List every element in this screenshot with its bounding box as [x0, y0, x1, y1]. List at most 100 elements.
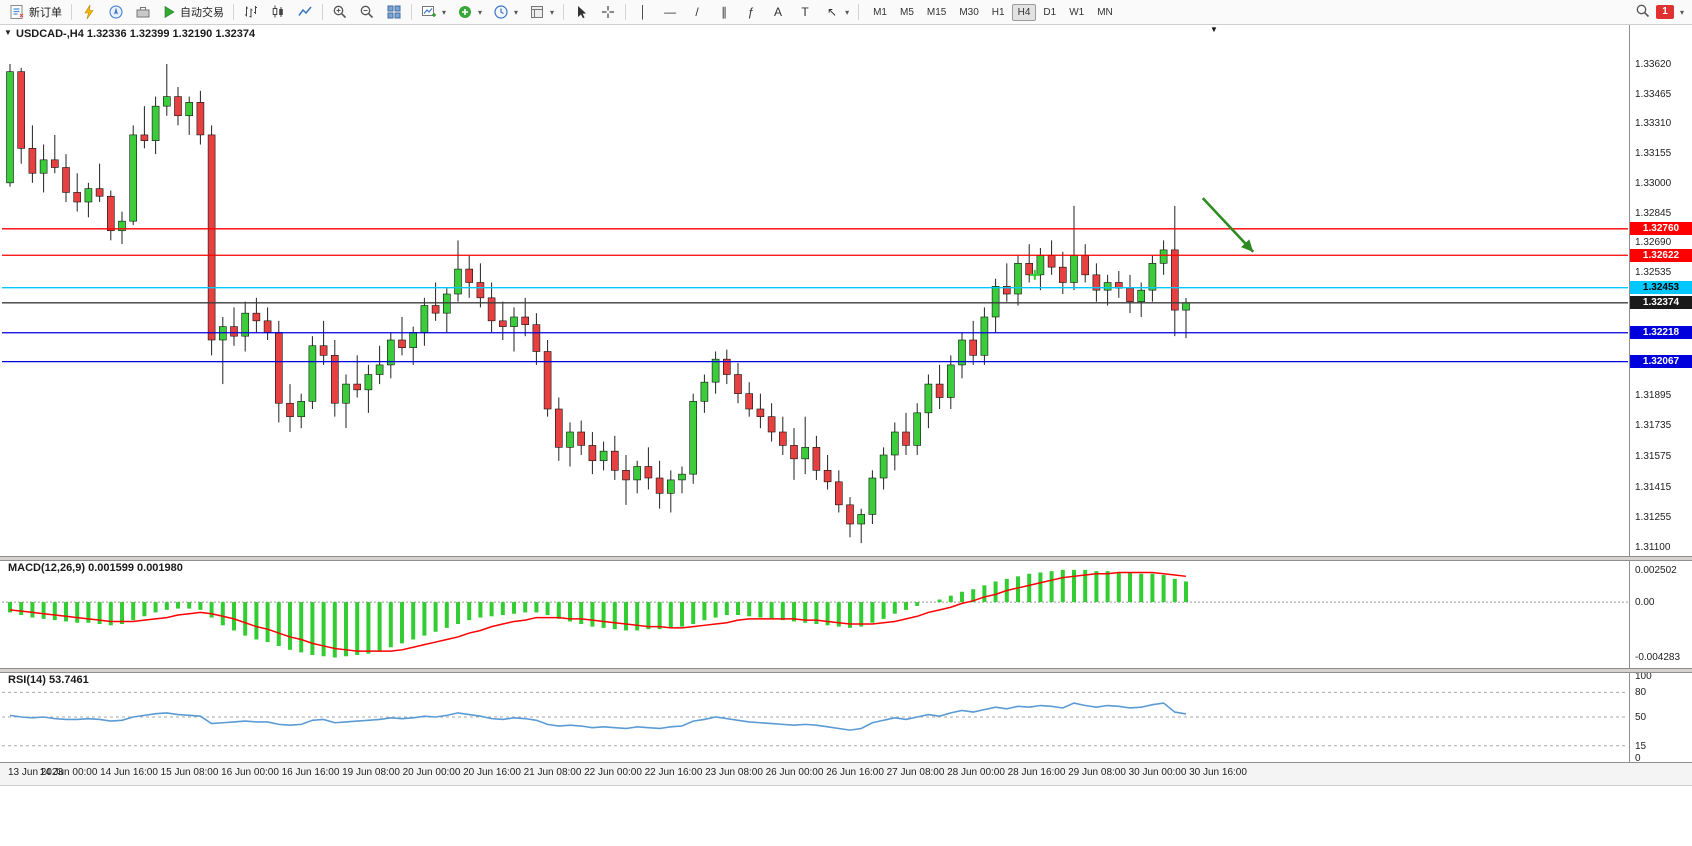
candle-bearish — [50, 159, 59, 168]
tile-windows-button[interactable] — [381, 1, 407, 23]
chevron-down-icon: ▾ — [845, 7, 850, 17]
timeframe-button-W1[interactable]: W1 — [1069, 6, 1085, 18]
toolbar-overflow-caret[interactable]: ▾ — [1679, 7, 1684, 17]
candle-bearish — [577, 431, 586, 446]
candle-bullish — [913, 412, 922, 446]
time-axis[interactable]: 13 Jun 2023 14 Jun 00:00 14 Jun 16:00 15 Ju… — [0, 762, 1692, 786]
periods-dropdown[interactable]: ▾ — [488, 1, 523, 23]
navigator-button[interactable] — [103, 1, 129, 23]
cursor-tool-button[interactable] — [568, 1, 594, 23]
candle-bullish — [39, 159, 48, 174]
search-icon[interactable] — [1635, 3, 1651, 22]
candle-bearish — [263, 320, 272, 333]
candle-bullish — [163, 96, 171, 107]
clock-icon — [493, 4, 509, 20]
time-axis-label: 20 Jun 00:00 — [402, 767, 461, 778]
notification-badge[interactable]: 1 — [1655, 5, 1674, 19]
candle-bearish — [73, 192, 81, 203]
macd-signal-line — [9, 571, 1187, 652]
new-order-icon — [9, 4, 25, 20]
panel-divider[interactable] — [0, 668, 1692, 673]
macd-indicator-label: MACD(12,26,9) 0.001599 0.001980 — [8, 562, 183, 574]
line-chart-mode-button[interactable] — [292, 1, 318, 23]
channel-tool-button[interactable]: ∥ — [711, 1, 737, 23]
timeframe-button-M1[interactable]: M1 — [873, 6, 887, 18]
price-axis-label: 1.31100 — [1635, 542, 1671, 553]
text-tool-button[interactable]: A — [765, 1, 791, 23]
price-axis-label: 1.31575 — [1635, 450, 1672, 462]
toolbar-separator — [563, 4, 565, 20]
candle-bearish — [286, 402, 294, 417]
autotrade-button[interactable]: 自动交易 — [157, 1, 229, 23]
candlestick-mode-button[interactable] — [265, 1, 291, 23]
macd-axis-label: -0.004283 — [1635, 652, 1681, 664]
timeframe-button-M30[interactable]: M30 — [959, 6, 979, 18]
timeframe-button-H4[interactable]: H4 — [1011, 3, 1037, 21]
bar-chart-mode-button[interactable] — [238, 1, 264, 23]
zoom-out-button[interactable] — [354, 1, 380, 23]
candle-bearish — [174, 96, 182, 117]
time-axis-label: 23 Jun 08:00 — [705, 767, 763, 778]
chevron-down-icon: ▾ — [478, 7, 483, 17]
template-icon — [529, 4, 545, 20]
timeframe-button-M15[interactable]: M15 — [926, 6, 947, 18]
trendline-tool-button[interactable]: / — [684, 1, 710, 23]
toolbar-separator — [322, 4, 323, 20]
price-axis-label: 1.32535 — [1635, 266, 1672, 278]
new-order-button[interactable]: 新订单 — [4, 1, 67, 23]
zoom-in-button[interactable] — [327, 1, 353, 23]
one-click-trading-toggle[interactable]: ▼ — [4, 28, 12, 37]
autotrade-label: 自动交易 — [180, 7, 224, 19]
candle-bearish — [230, 326, 238, 337]
rsi-axis-label: 80 — [1635, 687, 1647, 699]
time-axis-label: 26 Jun 16:00 — [826, 767, 884, 778]
candle-bullish — [297, 401, 306, 417]
arrows-tool-dropdown[interactable]: ↖ ▾ — [819, 1, 854, 23]
candle-bearish — [1171, 249, 1179, 311]
price-scale[interactable]: 1.33620 1.33465 1.33310 1.33155 1.33000 1.328… — [1629, 24, 1692, 764]
annotation-arrow[interactable] — [1201, 197, 1255, 253]
timeframe-button-H1[interactable]: H1 — [991, 6, 1005, 18]
new-chart-dropdown[interactable]: ▾ — [416, 1, 451, 23]
rsi-axis-label: 0 — [1635, 753, 1641, 764]
indicators-dropdown[interactable]: ▾ — [452, 1, 487, 23]
toolbox-button[interactable] — [130, 1, 156, 23]
timeframe-button-M5[interactable]: M5 — [899, 6, 914, 18]
price-line-badge: 1.32067 — [1630, 355, 1692, 369]
timeframe-button-D1[interactable]: D1 — [1043, 6, 1057, 18]
time-axis-label: 30 Jun 00:00 — [1128, 767, 1187, 778]
candle-bullish — [342, 383, 350, 404]
time-axis-label: 19 Jun 08:00 — [342, 767, 400, 778]
crosshair-tool-button[interactable] — [595, 1, 621, 23]
timeframe-button-MN[interactable]: MN — [1097, 6, 1113, 18]
market-watch-button[interactable] — [76, 1, 102, 23]
candle-bearish — [107, 195, 115, 232]
time-axis-label: 13 Jun 2023 — [8, 767, 64, 778]
candle-bearish — [274, 332, 283, 404]
chevron-down-icon: ▾ — [550, 7, 555, 17]
vertical-line-tool-button[interactable]: │ — [630, 1, 656, 23]
chart-shift-marker[interactable]: ▼ — [1210, 25, 1218, 34]
market-watch-icon — [81, 4, 97, 20]
candle-bearish — [487, 297, 496, 322]
fibonacci-tool-button[interactable]: ƒ — [738, 1, 764, 23]
candle-bullish — [857, 514, 866, 525]
candle-bearish — [252, 312, 261, 322]
time-axis-label: 14 Jun 16:00 — [100, 767, 158, 778]
time-axis-label: 22 Jun 00:00 — [584, 767, 642, 778]
annotation-plus-marker[interactable] — [1029, 269, 1040, 280]
time-axis-label: 20 Jun 16:00 — [463, 767, 521, 778]
time-axis-label: 16 Jun 16:00 — [281, 767, 340, 778]
toolbox-icon — [135, 4, 151, 20]
toolbar-separator — [71, 4, 72, 20]
candle-bearish — [644, 466, 653, 479]
horizontal-line-tool-button[interactable]: — — [657, 1, 683, 23]
templates-dropdown[interactable]: ▾ — [524, 1, 559, 23]
price-axis-label: 1.33465 — [1635, 88, 1672, 100]
price-line-badge: 1.32453 — [1630, 281, 1692, 295]
label-tool-button[interactable]: T — [792, 1, 818, 23]
panel-divider[interactable] — [0, 556, 1692, 561]
line-chart-icon — [297, 4, 313, 20]
candle-bullish — [1148, 263, 1157, 291]
